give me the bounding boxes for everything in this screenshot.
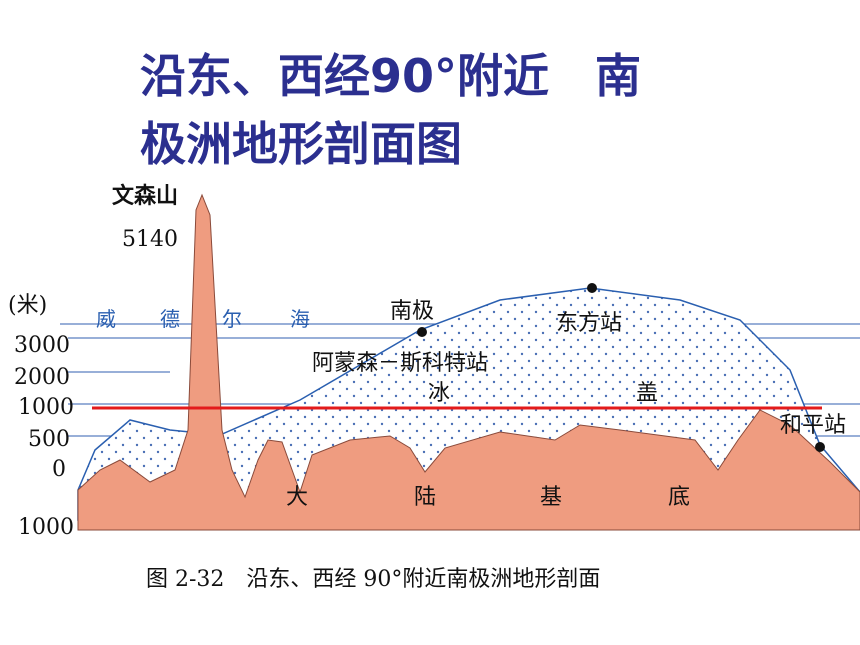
axis-unit: (米) xyxy=(8,293,47,318)
ice-label: 盖 xyxy=(636,381,658,406)
south-pole-point xyxy=(417,327,427,337)
bedrock-label: 底 xyxy=(668,485,690,510)
title-line: 极洲地形剖面图 xyxy=(140,117,462,171)
bedrock-label: 基 xyxy=(540,485,562,510)
title-line: 沿东、西经90°附近 南 xyxy=(140,49,641,103)
place-label: 和平站 xyxy=(780,413,846,438)
mountain-height: 5140 xyxy=(122,227,178,252)
place-label: 阿蒙森－斯科特站 xyxy=(312,351,488,376)
sea-label: 德 xyxy=(160,307,180,331)
bedrock-label: 大 xyxy=(286,485,308,510)
sea-label: 尔 xyxy=(222,307,242,331)
axis-label: 2000 xyxy=(14,365,70,390)
mountain-label: 文森山 xyxy=(112,183,178,209)
axis-label: 500 xyxy=(28,427,70,452)
vostok-point xyxy=(587,283,597,293)
axis-label: 0 xyxy=(52,457,66,482)
ice-label: 冰 xyxy=(428,381,450,406)
sea-label: 威 xyxy=(96,307,116,331)
caption: 图 2-32 沿东、西经 90°附近南极洲地形剖面 xyxy=(146,567,600,592)
place-label: 南极 xyxy=(390,299,434,324)
diagram xyxy=(60,193,860,531)
mirny-point xyxy=(815,442,825,452)
place-label: 东方站 xyxy=(556,311,622,336)
bedrock xyxy=(77,193,860,531)
axis-label: 1000 xyxy=(18,515,74,540)
sea-label: 海 xyxy=(290,307,310,331)
axis-label: 3000 xyxy=(14,333,70,358)
bedrock-label: 陆 xyxy=(414,485,436,510)
axis-label: 1000 xyxy=(18,395,74,420)
